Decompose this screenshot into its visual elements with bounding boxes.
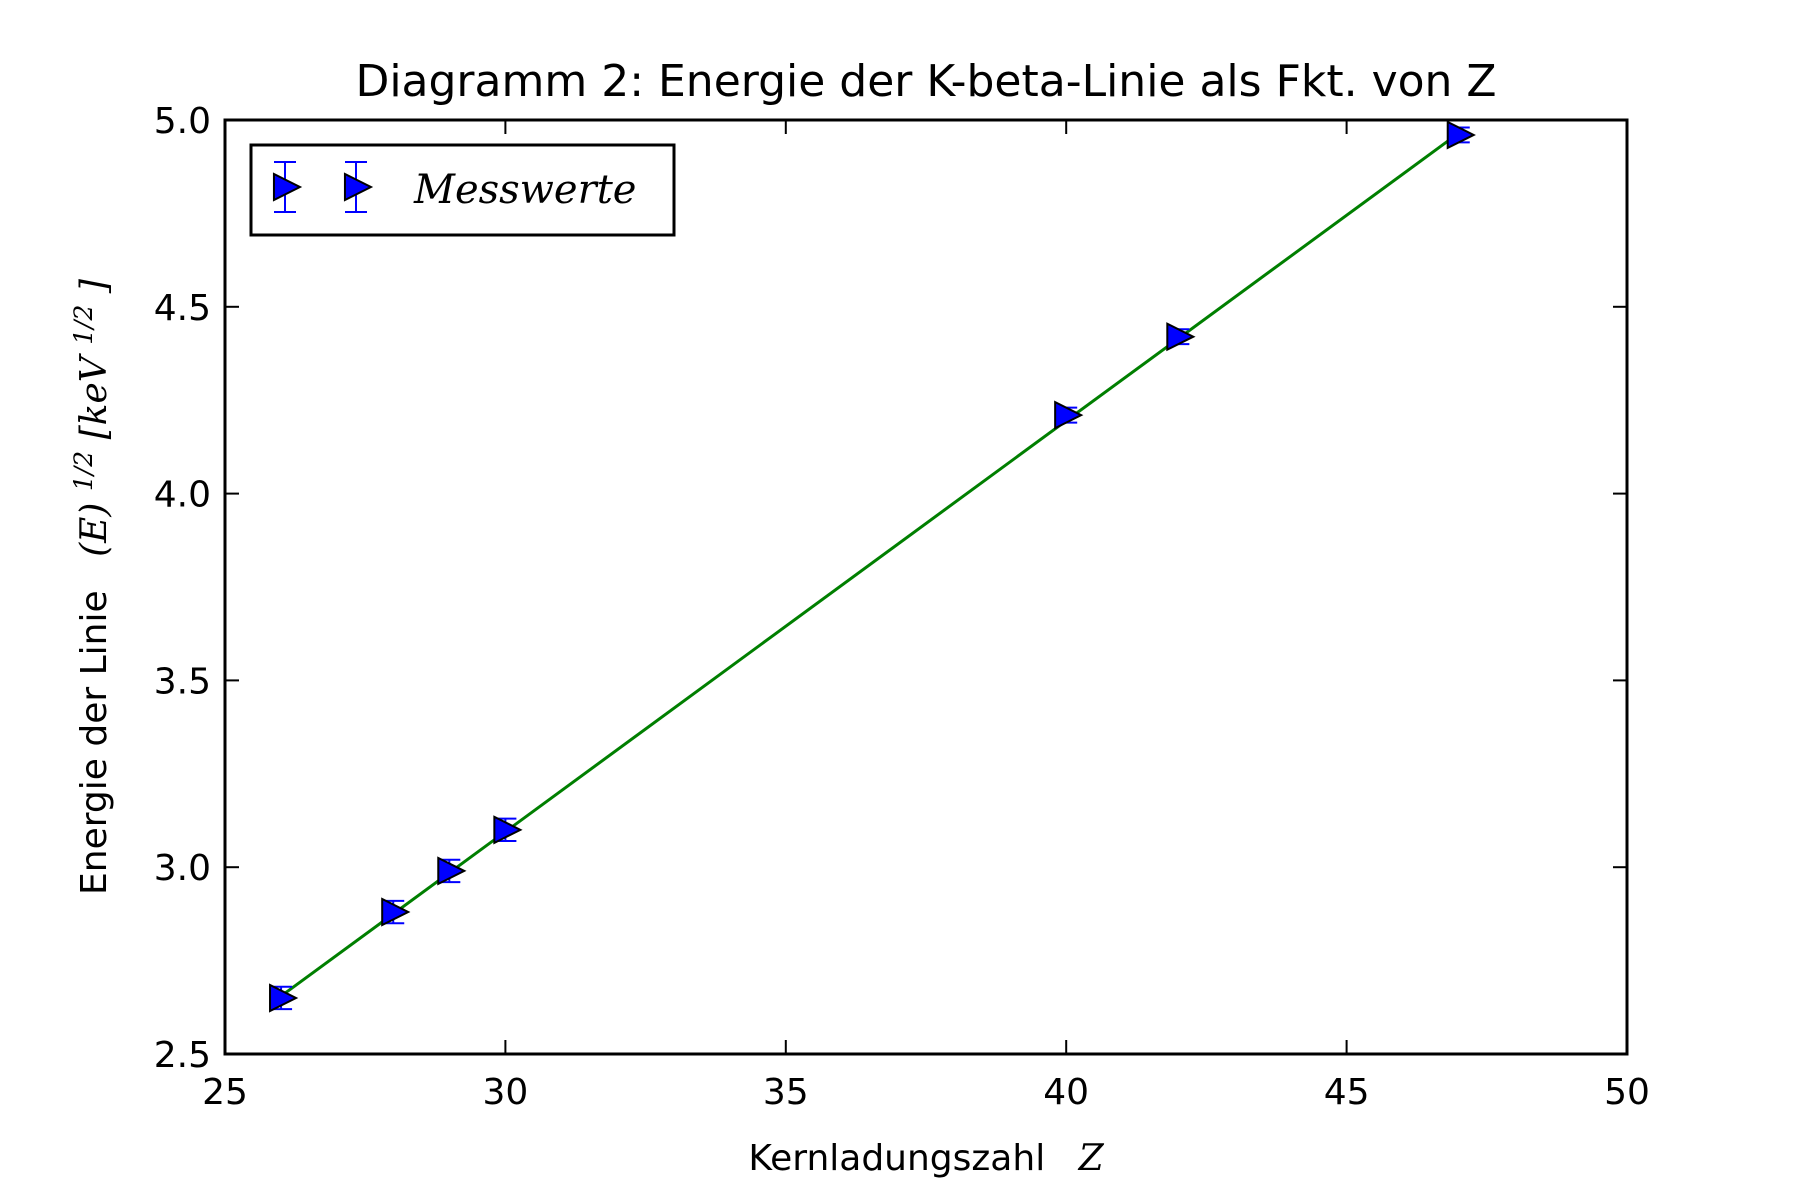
chart-title: Diagramm 2: Energie der K-beta-Linie als… xyxy=(355,56,1496,107)
y-tick-label: 3.5 xyxy=(154,661,211,702)
data-point xyxy=(1054,400,1084,430)
y-tick-label: 4.5 xyxy=(154,288,211,329)
y-tick-label: 5.0 xyxy=(154,101,211,142)
data-point xyxy=(381,897,411,927)
data-point xyxy=(1446,120,1476,150)
y-axis-ticks: 2.5 3.0 3.5 4.0 4.5 5.0 xyxy=(154,101,1627,1076)
data-point xyxy=(1166,322,1196,352)
data-point-marker xyxy=(437,856,467,886)
x-axis-label-text: Kernladungszahl xyxy=(748,1138,1045,1179)
y-axis-label: Energie der Linie (E) 1/2 [keV 1/2 ] xyxy=(60,278,115,895)
legend-marker xyxy=(272,161,303,213)
y-tick-label: 3.0 xyxy=(154,848,211,889)
legend-marker-group xyxy=(272,161,374,213)
x-axis-ticks: 25 30 35 40 45 50 xyxy=(202,120,1650,1113)
y-axis-label-exponent: 1/2 xyxy=(69,451,98,491)
legend-marker-triangle xyxy=(272,172,303,202)
legend: Messwerte xyxy=(249,143,676,237)
fit-line xyxy=(280,131,1460,998)
x-tick-label: 40 xyxy=(1043,1072,1089,1113)
y-axis-label-quantity: (E) xyxy=(74,503,115,557)
x-axis-label: Kernladungszahl Z xyxy=(748,1138,1104,1179)
y-axis-label-unit-close: ] xyxy=(74,278,115,294)
y-axis-label-unit-exponent: 1/2 xyxy=(69,305,98,345)
x-tick-label: 30 xyxy=(482,1072,528,1113)
data-point xyxy=(269,983,299,1013)
series-messwerte xyxy=(269,120,1476,1013)
y-axis-label-text: Energie der Linie xyxy=(74,590,115,895)
data-point-marker xyxy=(1446,120,1476,150)
data-point xyxy=(437,856,467,886)
legend-marker-triangle xyxy=(343,172,374,202)
data-point-marker xyxy=(381,897,411,927)
y-axis-label-unit: [keV xyxy=(74,352,115,439)
data-point-marker xyxy=(269,983,299,1013)
legend-box xyxy=(249,143,676,237)
data-point-marker xyxy=(1166,322,1196,352)
x-tick-label: 35 xyxy=(763,1072,809,1113)
data-point xyxy=(493,815,523,845)
x-axis-label-symbol: Z xyxy=(1078,1138,1105,1179)
x-tick-label: 50 xyxy=(1604,1072,1650,1113)
data-point-marker xyxy=(1054,400,1084,430)
plot-area xyxy=(223,118,1629,1056)
legend-label-messwerte: Messwerte xyxy=(413,167,636,213)
x-tick-label: 25 xyxy=(202,1072,248,1113)
y-tick-label: 4.0 xyxy=(154,475,211,516)
y-tick-label: 2.5 xyxy=(154,1035,211,1076)
legend-marker xyxy=(343,161,374,213)
x-tick-label: 45 xyxy=(1324,1072,1370,1113)
data-point-marker xyxy=(493,815,523,845)
